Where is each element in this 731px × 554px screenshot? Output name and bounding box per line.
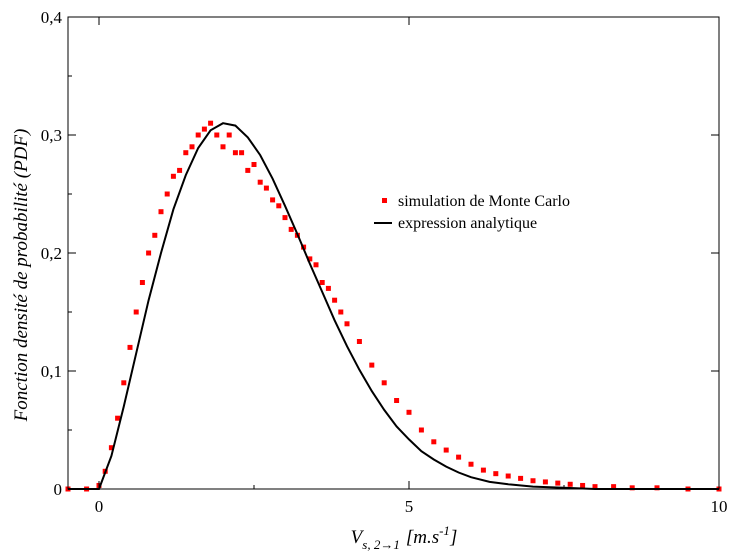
scatter-point [332,297,338,303]
scatter-point [307,256,313,262]
plot-frame [67,16,720,490]
scatter-point [542,479,548,485]
scatter-point [232,150,238,156]
scatter-point [518,475,524,481]
scatter-point [121,380,127,386]
plot-area [65,120,722,492]
scatter-point [325,285,331,291]
x-label-main: V [351,527,365,548]
scatter-point [251,162,257,167]
scatter-point [629,485,635,491]
y-tick-label: 0,1 [41,362,62,381]
scatter-point [443,447,449,453]
scatter-point [170,173,176,179]
scatter-point [313,262,319,268]
x-label-superscript: -1 [439,523,450,538]
scatter-point [226,132,232,138]
legend-label-analytic: expression analytique [398,215,537,232]
scatter-point [356,339,362,344]
scatter-point [257,179,263,185]
scatter-point [431,439,437,445]
x-tick-label: 10 [711,497,728,516]
scatter-point [245,167,251,173]
x-label-unit: [m.s [406,527,439,548]
scatter-point [394,398,400,403]
scatter-point [146,250,152,256]
scatter-point [177,167,183,173]
x-label-subscript: s, 2→1 [362,537,400,552]
scatter-point [276,203,282,209]
scatter-point [480,467,486,473]
y-tick-label: 0 [54,480,63,499]
scatter-point [195,132,201,138]
scatter-point [201,126,207,132]
legend-marker-simulation [382,198,387,203]
scatter-point [611,484,617,490]
scatter-point [164,191,170,197]
y-tick-label: 0,3 [41,126,62,145]
scatter-point [338,309,344,315]
legend-label-simulation: simulation de Monte Carlo [398,193,570,210]
scatter-point [270,197,276,203]
scatter-point [580,482,586,488]
scatter-point [214,132,220,138]
scatter-point [220,144,226,150]
scatter-point [133,309,139,315]
scatter-point [263,185,269,191]
scatter-point [189,144,195,150]
x-axis: 0 5 10 [95,17,728,516]
analytic-curve [68,122,719,490]
scatter-point [555,480,561,486]
scatter-point [183,150,189,156]
scatter-point [108,445,114,451]
legend: simulation de Monte Carlo expression ana… [374,193,570,232]
scatter-point [127,344,133,350]
scatter-point [239,150,245,156]
scatter-point [567,481,573,487]
scatter-point [319,280,325,285]
x-label-close: ] [449,527,457,548]
scatter-series [65,120,722,492]
scatter-point [493,471,499,477]
x-tick-label: 5 [405,497,414,516]
scatter-point [344,321,350,327]
y-axis-label: Fonction densité de probabilité (PDF) [11,129,32,423]
scatter-point [381,380,387,386]
scatter-point [208,120,214,126]
scatter-point [406,409,412,415]
y-tick-label: 0,4 [41,8,63,27]
scatter-point [152,232,158,238]
scatter-point [369,362,375,368]
scatter-point [139,280,145,285]
scatter-point [505,473,511,479]
scatter-point [592,484,598,490]
scatter-point [158,209,164,215]
scatter-point [456,454,462,460]
scatter-point [654,485,660,491]
scatter-point [282,215,288,221]
y-axis: 0 0,1 0,2 0,3 0,4 [41,8,719,499]
scatter-point [468,461,474,467]
scatter-point [418,427,424,433]
scatter-point [288,226,294,232]
scatter-point [115,415,121,421]
y-tick-label: 0,2 [41,244,62,263]
x-tick-label: 0 [95,497,104,516]
scatter-point [530,478,536,484]
x-axis-label: Vs, 2→1 [m.s-1] [351,523,458,552]
